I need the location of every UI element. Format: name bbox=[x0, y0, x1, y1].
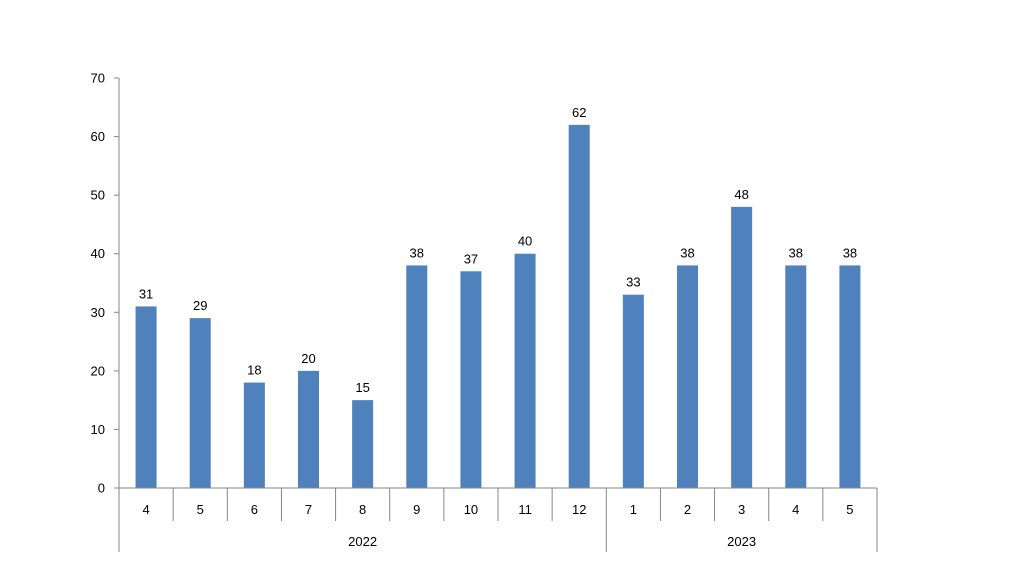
x-category-label: 2 bbox=[684, 502, 691, 517]
data-label: 37 bbox=[464, 251, 478, 266]
data-label: 38 bbox=[410, 245, 424, 260]
bar bbox=[514, 253, 536, 488]
x-category-label: 10 bbox=[464, 502, 478, 517]
x-category-label: 3 bbox=[738, 502, 745, 517]
bar bbox=[731, 206, 753, 488]
x-category-label: 7 bbox=[305, 502, 312, 517]
data-label: 40 bbox=[518, 234, 532, 249]
x-category-label: 5 bbox=[846, 502, 853, 517]
data-label: 29 bbox=[193, 298, 207, 313]
x-group-label: 2023 bbox=[727, 534, 756, 549]
bars bbox=[135, 124, 861, 488]
y-tick-label: 30 bbox=[91, 305, 105, 320]
data-label: 38 bbox=[789, 245, 803, 260]
data-label: 33 bbox=[626, 275, 640, 290]
y-tick-label: 70 bbox=[91, 71, 105, 86]
data-label: 38 bbox=[843, 245, 857, 260]
x-category-label: 6 bbox=[251, 502, 258, 517]
bar bbox=[785, 265, 807, 488]
bar bbox=[189, 318, 211, 488]
y-tick-label: 10 bbox=[91, 422, 105, 437]
x-category-label: 4 bbox=[142, 502, 149, 517]
y-tick-label: 50 bbox=[91, 188, 105, 203]
bar bbox=[839, 265, 861, 488]
y-tick-label: 40 bbox=[91, 246, 105, 261]
data-label: 31 bbox=[139, 286, 153, 301]
data-label: 15 bbox=[355, 380, 369, 395]
data-label: 18 bbox=[247, 363, 261, 378]
bar bbox=[298, 370, 319, 488]
x-category-label: 9 bbox=[413, 502, 420, 517]
bar bbox=[460, 271, 482, 488]
y-tick-label: 0 bbox=[98, 481, 105, 496]
x-category-label: 5 bbox=[197, 502, 204, 517]
data-labels: 31 29 18 20 15 38 37 40 62 33 38 48 38 38 bbox=[139, 105, 857, 395]
data-label: 20 bbox=[301, 351, 315, 366]
data-label: 38 bbox=[680, 245, 694, 260]
x-category-label: 11 bbox=[518, 502, 532, 517]
data-label: 48 bbox=[734, 187, 748, 202]
x-category-label: 1 bbox=[630, 502, 637, 517]
bar bbox=[568, 124, 590, 488]
y-axis: 0 10 20 30 40 50 60 70 bbox=[91, 71, 120, 496]
x-group-label: 2022 bbox=[348, 534, 377, 549]
bar bbox=[243, 382, 265, 488]
bar bbox=[622, 294, 644, 488]
x-category-label: 8 bbox=[359, 502, 366, 517]
x-category-label: 4 bbox=[792, 502, 799, 517]
y-tick-label: 60 bbox=[91, 129, 105, 144]
bar bbox=[406, 265, 428, 488]
bar bbox=[135, 306, 157, 488]
bar bbox=[352, 400, 374, 488]
y-tick-label: 20 bbox=[91, 363, 105, 378]
bar bbox=[677, 265, 698, 488]
data-label: 62 bbox=[572, 105, 586, 120]
x-category-label: 12 bbox=[572, 502, 586, 517]
